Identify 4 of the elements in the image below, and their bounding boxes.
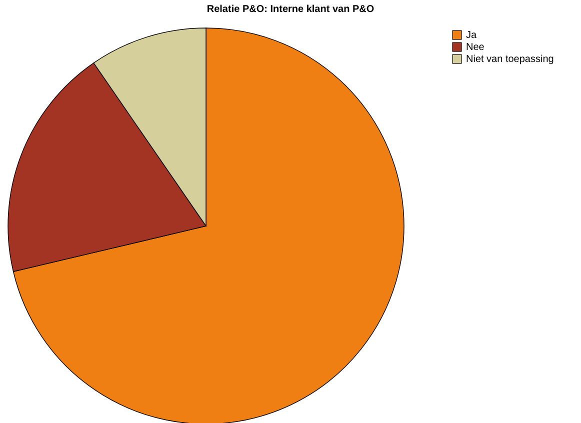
legend-label: Ja bbox=[466, 30, 477, 41]
legend-label: Nee bbox=[466, 42, 485, 53]
legend-label: Niet van toepassing bbox=[466, 54, 554, 65]
chart-title: Relatie P&O: Interne klant van P&O bbox=[206, 4, 374, 15]
